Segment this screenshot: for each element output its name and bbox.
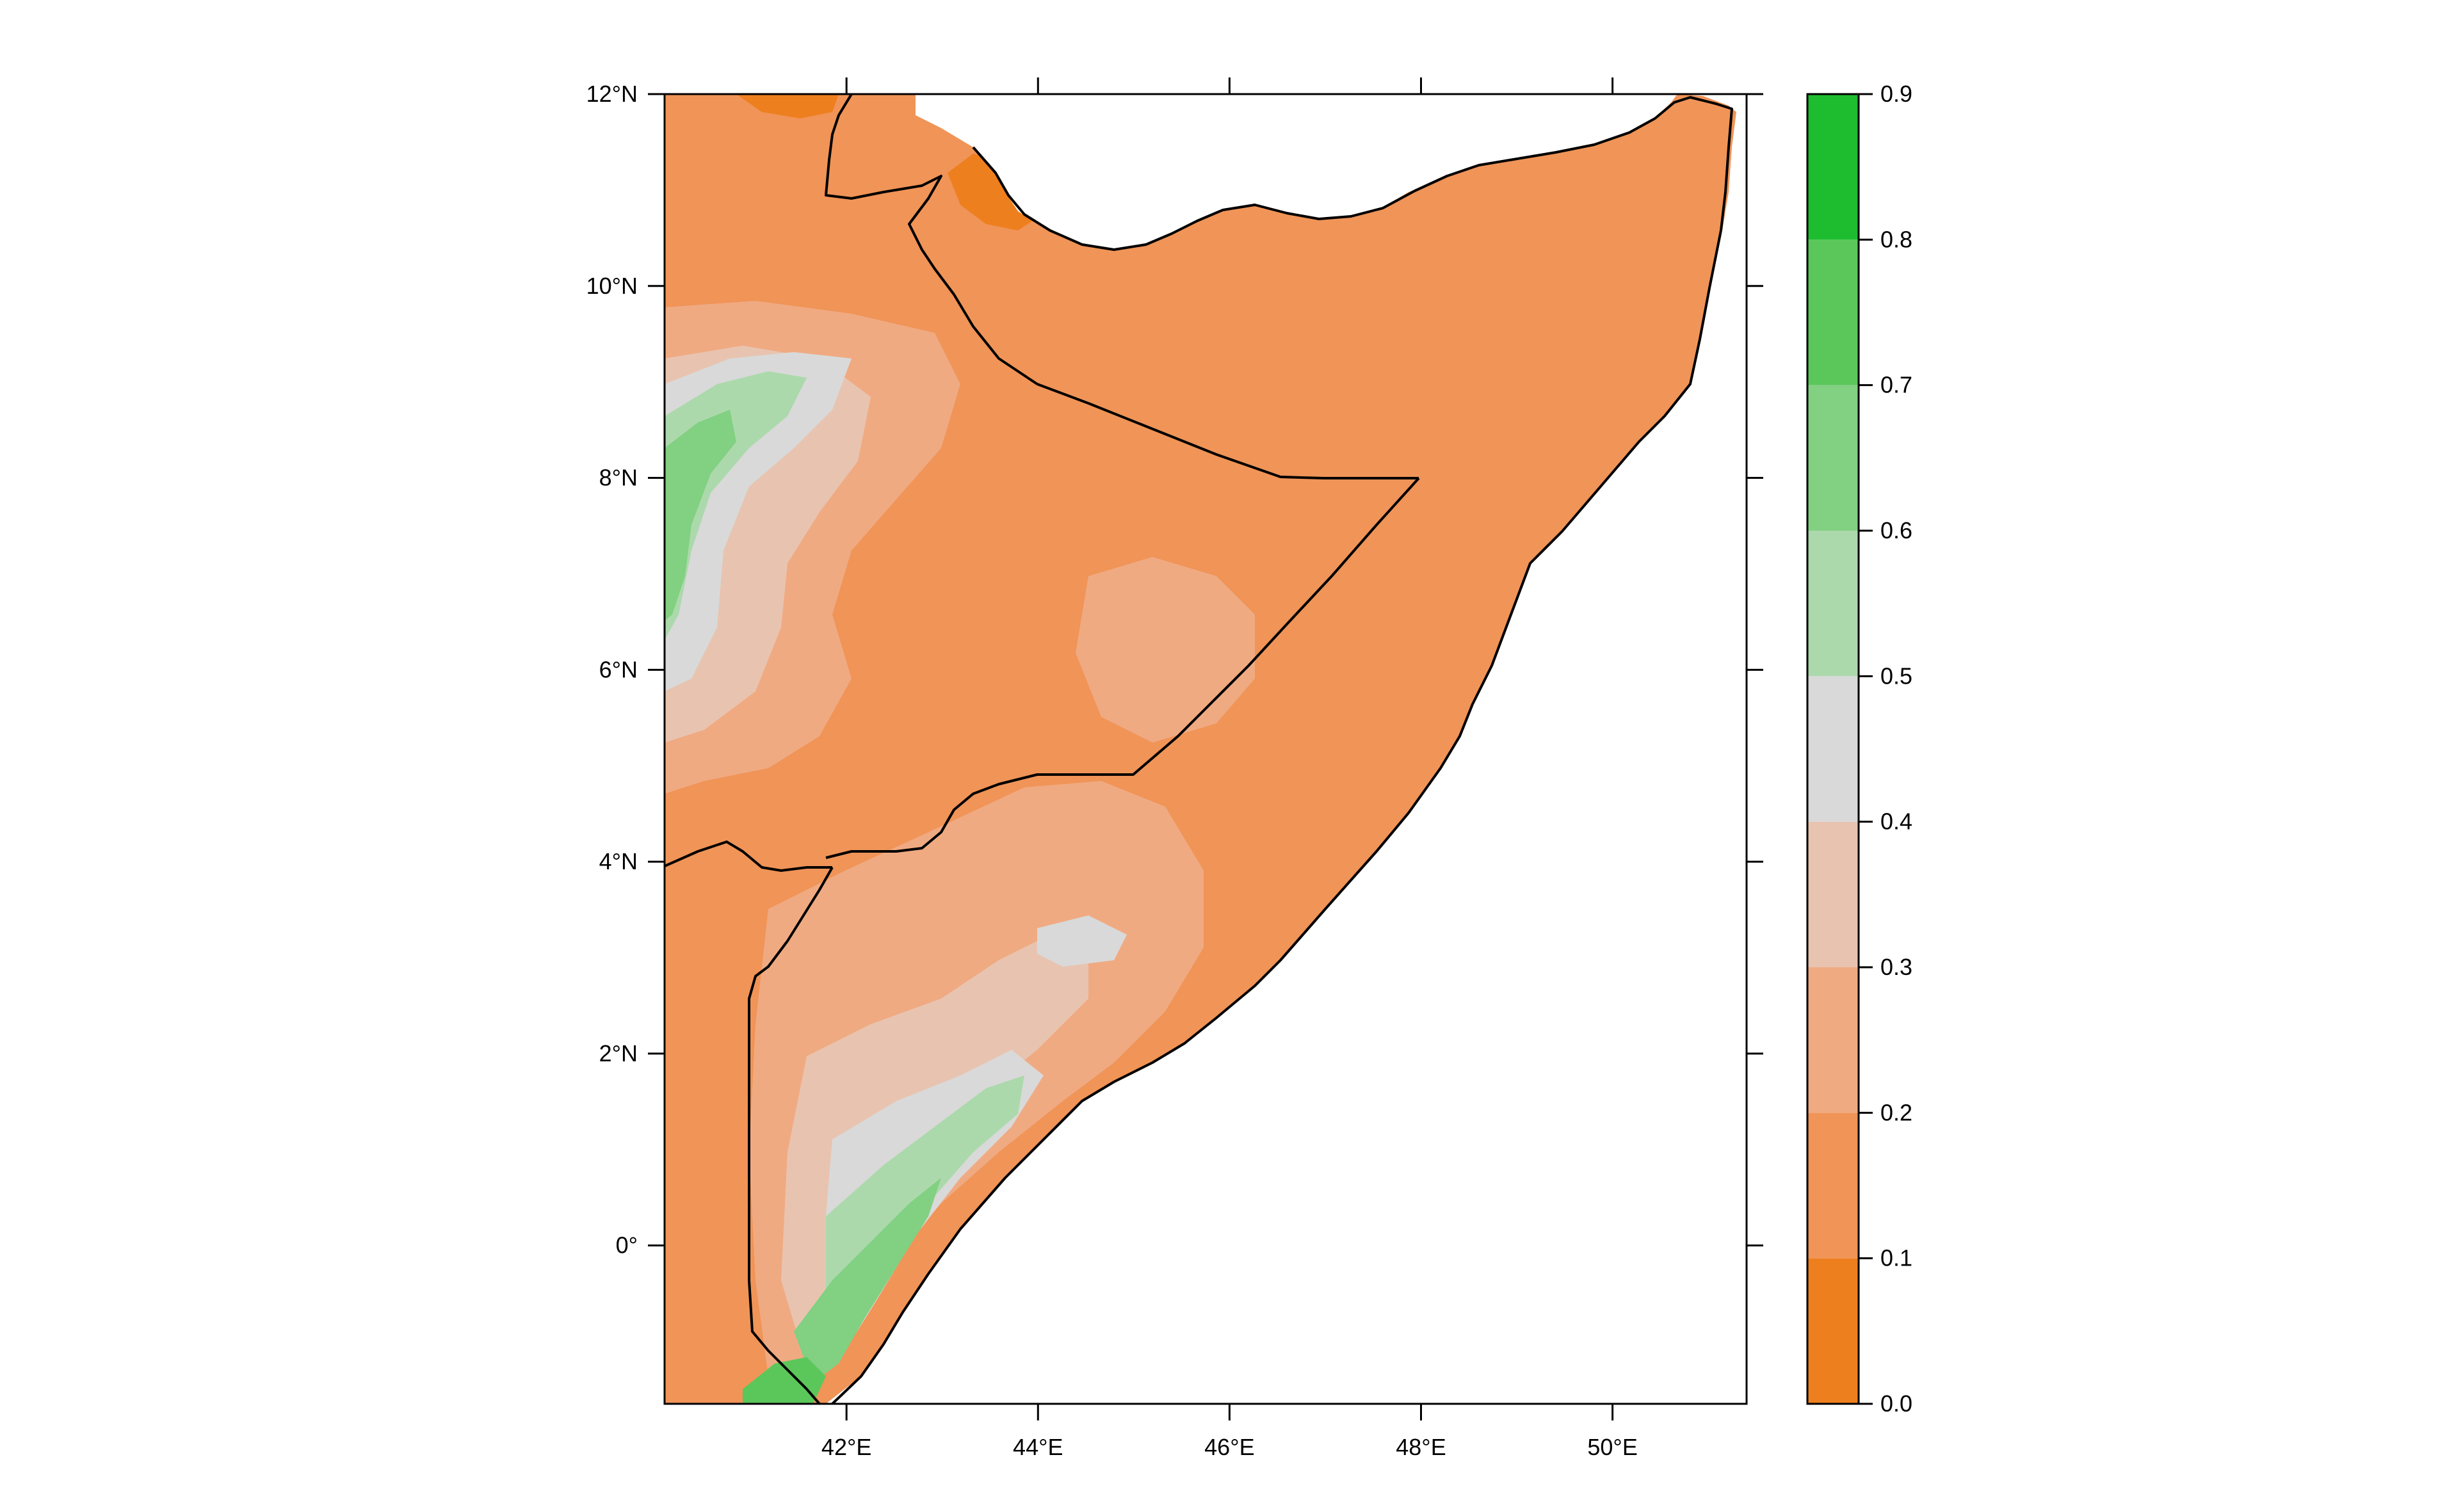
- legend-tick-label: 0.7: [1880, 372, 1912, 398]
- x-axis: 42°E 44°E 46°E 48°E 50°E: [821, 77, 1638, 1460]
- legend-bin: [1807, 1258, 1859, 1404]
- x-tick-label: 44°E: [1013, 1434, 1063, 1460]
- gulf-of-aden: [916, 94, 1677, 250]
- legend-frame: [1806, 93, 1860, 1405]
- y-tick-label: 2°N: [599, 1040, 638, 1066]
- indian-ocean: [826, 230, 1747, 1404]
- border-somaliland-ethiopia: [1037, 383, 1419, 479]
- border-ethiopia-somalia: [825, 477, 1420, 859]
- legend-tick-label: 0.5: [1880, 663, 1912, 689]
- y-tick-label: 6°N: [599, 656, 638, 682]
- border-kenya-somalia: [748, 867, 834, 1404]
- border-kenya-ethiopia: [665, 840, 832, 872]
- legend-bin: [1807, 385, 1859, 531]
- legend-tick-label: 0.4: [1880, 808, 1912, 835]
- legend-bin: [1807, 1113, 1859, 1259]
- legend-tick-label: 0.3: [1880, 954, 1912, 980]
- class-0.2-0.3-central: [1076, 557, 1255, 743]
- y-tick-label: 8°N: [599, 465, 638, 491]
- legend-bin: [1807, 531, 1859, 677]
- legend-tick-label: 0.2: [1880, 1099, 1912, 1125]
- border-djibouti: [825, 94, 1038, 385]
- map-panel: [665, 94, 1747, 1404]
- legend-tick-label: 0.9: [1880, 81, 1912, 107]
- country-borders: [665, 94, 1733, 1404]
- y-tick-label: 4°N: [599, 848, 638, 874]
- y-tick-label: 12°N: [586, 81, 638, 107]
- y-tick-label: 0°: [616, 1232, 638, 1259]
- class-0.0-0.1-northwest: [736, 94, 839, 118]
- class-0.7-0.8-south: [743, 1357, 826, 1404]
- x-tick-label: 50°E: [1587, 1434, 1637, 1460]
- coastline-north: [972, 96, 1733, 251]
- legend-bin: [1807, 676, 1859, 822]
- y-axis: 12°N 10°N 8°N 6°N 4°N 2°N 0°: [586, 81, 1763, 1259]
- legend-bin: [1807, 94, 1859, 240]
- legend-tick-label: 0.8: [1880, 226, 1912, 252]
- legend-tick-label: 0.1: [1880, 1245, 1912, 1271]
- class-0.6-0.7-west: [665, 410, 736, 621]
- x-tick-label: 46°E: [1204, 1434, 1254, 1460]
- y-tick-label: 10°N: [586, 273, 638, 299]
- x-tick-label: 42°E: [821, 1434, 871, 1460]
- class-0.4-0.5-patch: [1037, 915, 1127, 967]
- class-0.0-0.1-north: [948, 154, 1037, 230]
- legend-bin: [1807, 967, 1859, 1113]
- x-tick-label: 48°E: [1396, 1434, 1446, 1460]
- legend-bin: [1807, 239, 1859, 385]
- colorbar-legend: 0.0 0.1 0.2 0.3 0.4 0.5 0.6 0.7 0.8 0.9: [1806, 81, 1912, 1417]
- legend-tick-label: 0.6: [1880, 517, 1912, 543]
- legend-bin: [1807, 821, 1859, 967]
- legend-tick-label: 0.0: [1880, 1390, 1912, 1417]
- class-0.6-0.7-south: [794, 1178, 941, 1383]
- map-frame: [663, 93, 1748, 1405]
- coastline-east: [831, 230, 1722, 1404]
